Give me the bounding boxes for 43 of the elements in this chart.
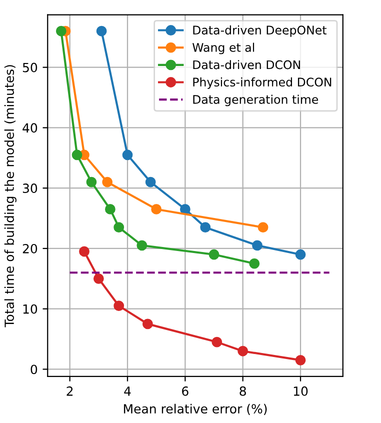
legend-label: Data generation time <box>193 94 318 106</box>
x-tick-label: 8 <box>240 386 246 396</box>
point <box>180 204 190 214</box>
legend-label: Data-driven DeepONet <box>193 25 327 37</box>
x-tick-label: 4 <box>124 386 131 396</box>
point <box>295 249 306 260</box>
legend-label: Physics-informed DCON <box>193 77 332 89</box>
point <box>102 176 113 188</box>
point <box>104 204 116 214</box>
point <box>151 204 162 214</box>
point <box>142 318 153 330</box>
y-tick-label: 20 <box>22 244 38 254</box>
x-tick-label: 10 <box>294 386 308 396</box>
x-axis-title: Mean relative error (%) <box>124 404 267 415</box>
point <box>114 222 124 233</box>
point <box>122 150 133 160</box>
legend-label: Wang et al <box>192 42 254 54</box>
y-tick-label: 40 <box>22 123 38 133</box>
point <box>295 354 306 366</box>
y-axis-title: Total time of building the model (minutes) <box>4 65 16 328</box>
point <box>79 246 90 257</box>
point <box>56 26 66 36</box>
point <box>238 346 248 356</box>
point <box>114 300 124 312</box>
point <box>200 222 211 233</box>
point <box>212 336 222 348</box>
point <box>145 176 156 188</box>
x-tick-label: 2 <box>66 386 73 396</box>
y-tick-label: 50 <box>22 62 38 72</box>
point <box>136 240 148 251</box>
legend-label: Data-driven DCON <box>193 60 300 70</box>
y-tick-label: 10 <box>23 304 38 314</box>
point <box>72 150 82 160</box>
x-tick-label: 6 <box>182 386 188 396</box>
y-tick-label: 30 <box>22 184 38 194</box>
y-tick-label: 0 <box>30 364 38 374</box>
point <box>258 222 268 233</box>
point <box>93 273 104 284</box>
point <box>252 240 262 251</box>
point <box>249 258 260 269</box>
point <box>208 249 220 260</box>
point <box>86 176 97 188</box>
point <box>96 26 107 36</box>
